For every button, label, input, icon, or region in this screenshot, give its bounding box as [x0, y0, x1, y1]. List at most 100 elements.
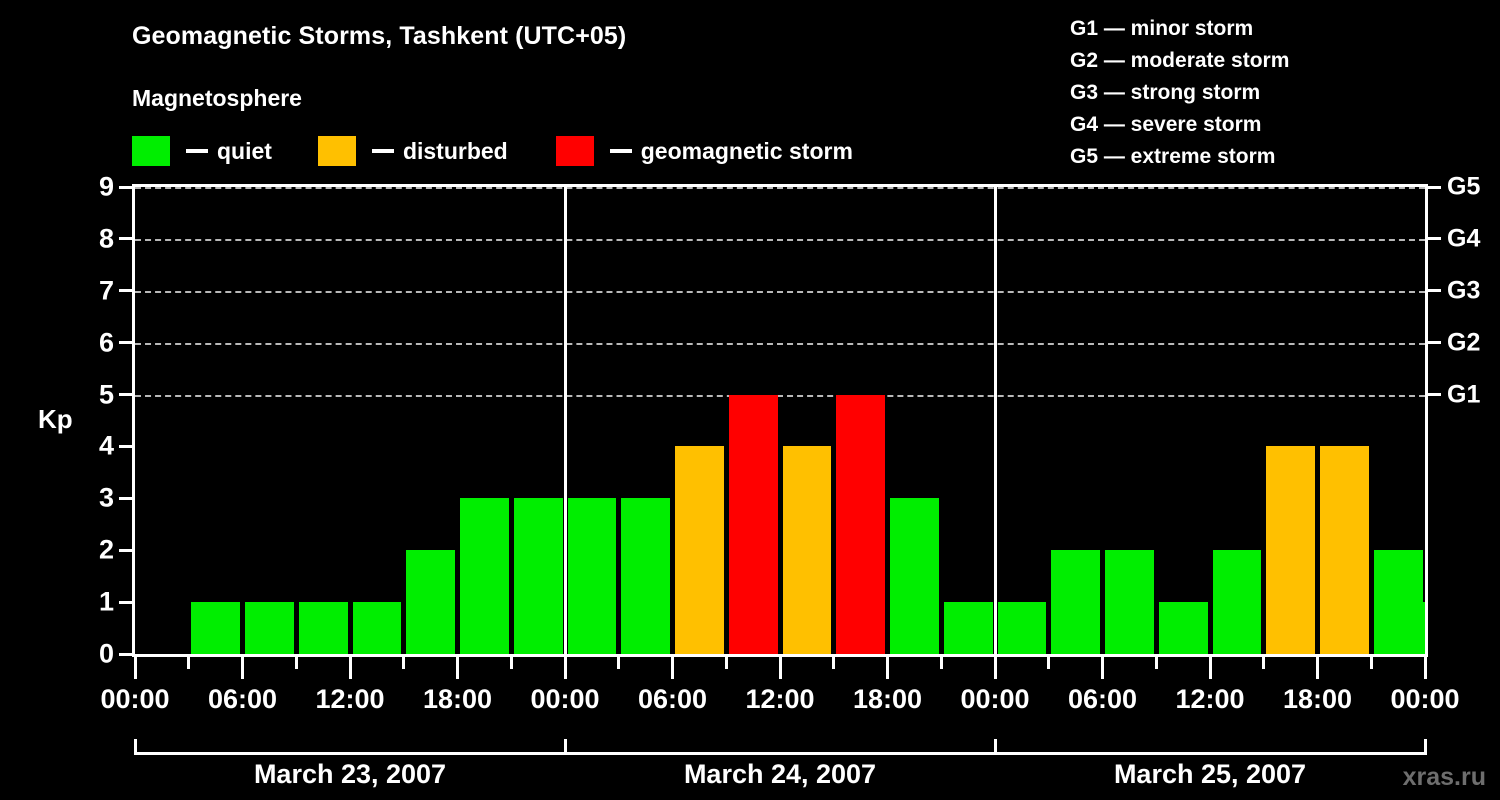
- x-axis-label: 18:00: [1282, 684, 1353, 714]
- gridline-kp-8: [135, 238, 1425, 241]
- right-axis-label-G5: G5: [1447, 172, 1481, 201]
- chart-plot-area: [132, 184, 1428, 657]
- day-label: March 24, 2007: [683, 759, 877, 789]
- bar: [352, 602, 402, 654]
- bar: [567, 498, 617, 654]
- y-axis-label-5: 5: [98, 379, 114, 410]
- y-axis-label-2: 2: [98, 534, 114, 565]
- y-axis-tick: [119, 652, 132, 656]
- legend-dash-icon: [186, 149, 208, 153]
- right-axis-tick: [1428, 393, 1441, 397]
- y-axis-tick: [119, 444, 132, 448]
- day-separator-1: [563, 187, 567, 654]
- y-axis-label-6: 6: [98, 327, 114, 358]
- day-bracket: [993, 739, 1427, 755]
- x-axis-label: 00:00: [960, 684, 1030, 714]
- x-axis-label: 06:00: [637, 684, 708, 714]
- y-axis-tick: [119, 496, 132, 500]
- legend: quiet disturbed geomagnetic storm: [132, 133, 853, 169]
- x-axis-tick: [348, 657, 352, 679]
- day-separator-2: [993, 187, 997, 654]
- day-label: March 23, 2007: [253, 759, 447, 789]
- gridline-kp-9: [135, 187, 1425, 189]
- y-axis-tick: [119, 237, 132, 241]
- bar: [782, 446, 832, 654]
- bar: [890, 498, 939, 654]
- x-axis-tick: [1047, 657, 1051, 669]
- y-axis-tick: [119, 289, 132, 293]
- disturbed-swatch-icon: [317, 136, 356, 166]
- x-axis-label: 00:00: [1390, 684, 1460, 714]
- x-axis-tick: [402, 657, 406, 669]
- bar: [836, 394, 885, 654]
- legend-dash-icon: [371, 149, 394, 153]
- x-axis-tick: [1369, 657, 1373, 669]
- x-axis-tick: [724, 657, 728, 669]
- x-axis-tick: [778, 657, 782, 679]
- x-axis-label: 00:00: [530, 684, 600, 714]
- gridline-kp-7: [135, 290, 1425, 293]
- x-axis-tick: [1262, 657, 1266, 669]
- bar: [191, 602, 240, 654]
- legend-dash-icon: [609, 149, 632, 153]
- bar: [675, 446, 724, 654]
- right-axis-label-G2: G2: [1447, 328, 1481, 357]
- y-axis-title: Kp: [38, 404, 73, 434]
- storm-swatch-icon: [555, 136, 594, 166]
- right-axis-label-G4: G4: [1447, 224, 1481, 253]
- right-axis-tick: [1428, 237, 1441, 241]
- g-scale-row-g2: G2 — moderate storm: [1070, 49, 1290, 72]
- bar: [1051, 550, 1100, 654]
- g-scale-legend: G1 — minor storm G2 — moderate storm G3 …: [1070, 13, 1490, 173]
- bar: [245, 602, 294, 654]
- y-axis-label-1: 1: [98, 586, 114, 617]
- x-axis-tick: [509, 657, 513, 669]
- quiet-swatch-icon: [132, 136, 170, 166]
- y-axis-tick: [119, 548, 132, 552]
- legend-label-disturbed: disturbed: [402, 137, 508, 164]
- bar: [460, 498, 509, 654]
- x-axis-tick: [1316, 657, 1319, 679]
- x-axis-label: 12:00: [1175, 684, 1245, 714]
- g-scale-row-g1: G1 — minor storm: [1070, 17, 1254, 40]
- y-axis-label-8: 8: [98, 223, 114, 254]
- bar: [728, 394, 778, 654]
- gridline-kp-5: [135, 394, 1425, 397]
- chart-subtitle: Magnetosphere: [132, 85, 302, 111]
- bar: [997, 602, 1047, 654]
- bar: [1266, 446, 1315, 654]
- right-axis-label-G1: G1: [1447, 380, 1481, 409]
- day-label: March 25, 2007: [1113, 759, 1307, 789]
- x-axis-label: 18:00: [852, 684, 923, 714]
- x-axis-tick: [187, 657, 191, 669]
- bar: [406, 550, 455, 654]
- x-axis-label: 12:00: [745, 684, 815, 714]
- y-axis-label-9: 9: [98, 171, 114, 202]
- x-axis-label: 06:00: [1067, 684, 1138, 714]
- x-axis-label: 12:00: [315, 684, 385, 714]
- right-axis-tick: [1428, 185, 1441, 189]
- legend-item-quiet: quiet: [132, 136, 272, 166]
- bar: [1212, 550, 1262, 654]
- y-axis-tick: [119, 185, 132, 189]
- x-axis-tick: [563, 657, 567, 679]
- x-axis-tick: [1208, 657, 1212, 679]
- y-axis-label-3: 3: [98, 482, 114, 513]
- x-axis-tick: [1101, 657, 1104, 679]
- y-axis-label-0: 0: [98, 638, 114, 669]
- x-axis-tick: [671, 657, 674, 679]
- day-bracket: [133, 739, 567, 755]
- legend-item-disturbed: disturbed: [317, 136, 508, 166]
- legend-label-quiet: quiet: [217, 137, 272, 164]
- x-axis-tick: [832, 657, 836, 669]
- y-axis-tick: [119, 341, 132, 345]
- x-axis-tick: [886, 657, 889, 679]
- x-axis-label: 00:00: [100, 684, 170, 714]
- y-axis-label-4: 4: [98, 430, 114, 461]
- bar: [1411, 602, 1425, 654]
- x-axis-tick: [1423, 657, 1427, 679]
- right-axis-tick: [1428, 289, 1441, 293]
- gridline-kp-6: [135, 342, 1425, 345]
- x-axis-tick: [456, 657, 459, 679]
- day-bracket: [563, 739, 997, 755]
